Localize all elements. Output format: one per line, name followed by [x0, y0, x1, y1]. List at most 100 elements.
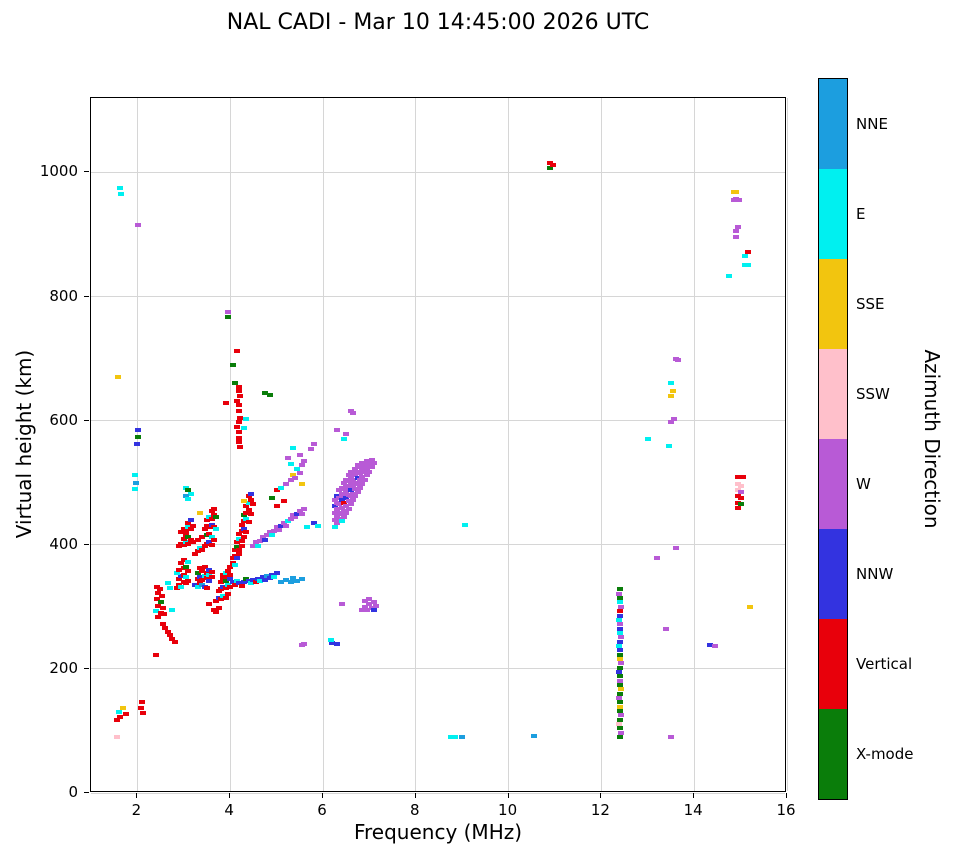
data-point	[616, 665, 623, 670]
data-point	[670, 388, 677, 393]
data-point	[236, 419, 243, 424]
y-tick-label: 0	[68, 783, 78, 801]
data-point	[185, 521, 192, 526]
data-point	[210, 506, 217, 511]
grid-line-y	[91, 668, 785, 670]
data-point	[294, 578, 301, 583]
data-point	[236, 384, 243, 389]
data-point	[616, 596, 623, 601]
data-point	[217, 580, 224, 585]
data-point	[310, 442, 317, 447]
data-point	[132, 486, 139, 491]
data-point	[204, 586, 210, 591]
data-point	[176, 567, 183, 572]
data-point	[155, 591, 162, 596]
y-tick-label: 800	[49, 286, 78, 305]
data-point	[237, 444, 244, 449]
data-point	[663, 626, 670, 631]
data-point	[278, 580, 285, 585]
data-point	[231, 553, 238, 558]
data-point	[299, 463, 306, 468]
data-point	[114, 718, 121, 723]
data-point	[732, 229, 739, 234]
data-point	[350, 491, 357, 496]
data-point	[361, 598, 368, 603]
colorbar-axis-label: Azimuth Direction	[920, 349, 944, 529]
y-tick	[84, 792, 89, 793]
data-point	[333, 506, 340, 511]
data-point	[206, 525, 213, 530]
data-point	[234, 545, 241, 550]
data-point	[616, 609, 623, 614]
data-point	[197, 566, 204, 571]
x-tick-label: 10	[498, 801, 518, 819]
data-point	[236, 429, 243, 434]
colorbar-segment	[819, 79, 847, 169]
data-point	[201, 527, 208, 532]
data-point	[336, 488, 343, 493]
y-tick-label: 1000	[39, 162, 78, 181]
data-point	[245, 494, 252, 499]
data-point	[185, 535, 192, 540]
data-point	[204, 517, 210, 522]
data-point	[308, 446, 315, 451]
data-point	[343, 496, 350, 501]
colorbar-segment	[819, 349, 847, 439]
grid-line-x	[786, 98, 788, 791]
x-tick	[136, 793, 138, 798]
data-point	[238, 544, 245, 549]
data-point	[285, 519, 292, 524]
data-point	[231, 381, 238, 386]
data-point	[357, 477, 364, 482]
data-point	[237, 393, 244, 398]
colorbar-segment-label: SSW	[856, 385, 890, 403]
data-point	[183, 529, 190, 534]
data-point	[616, 652, 623, 657]
data-point	[185, 488, 192, 493]
data-point	[745, 262, 752, 267]
data-point	[271, 529, 278, 534]
data-point	[268, 572, 275, 577]
grid-line-y	[91, 171, 785, 173]
grid-line-y	[91, 544, 785, 546]
data-point	[204, 576, 210, 581]
data-point	[185, 568, 192, 573]
data-point	[361, 477, 368, 482]
data-point	[197, 575, 204, 580]
data-point	[241, 519, 248, 524]
data-point	[259, 575, 266, 580]
data-point	[139, 700, 146, 705]
data-point	[155, 603, 162, 608]
x-tick-label: 2	[131, 801, 142, 819]
data-point	[248, 581, 255, 586]
data-point	[273, 525, 280, 530]
data-point	[180, 558, 187, 563]
data-point	[180, 536, 187, 541]
data-point	[616, 726, 623, 731]
grid-line-x	[322, 98, 324, 791]
data-point	[159, 622, 166, 627]
data-point	[737, 502, 744, 507]
data-point	[238, 529, 245, 534]
data-point	[236, 403, 243, 408]
data-point	[329, 640, 336, 645]
data-point	[616, 626, 623, 631]
data-point	[199, 547, 206, 552]
data-point	[368, 458, 375, 463]
data-point	[208, 535, 215, 540]
data-point	[364, 607, 371, 612]
colorbar-segment	[819, 259, 847, 349]
data-point	[282, 481, 289, 486]
data-point	[746, 604, 753, 609]
data-point	[194, 584, 201, 589]
data-point	[616, 648, 623, 653]
y-tick	[84, 667, 89, 669]
data-point	[547, 165, 554, 170]
colorbar-segment-label: W	[856, 475, 871, 493]
data-point	[243, 504, 250, 509]
data-point	[183, 564, 190, 569]
data-point	[744, 249, 751, 254]
data-point	[238, 539, 245, 544]
data-point	[208, 542, 215, 547]
